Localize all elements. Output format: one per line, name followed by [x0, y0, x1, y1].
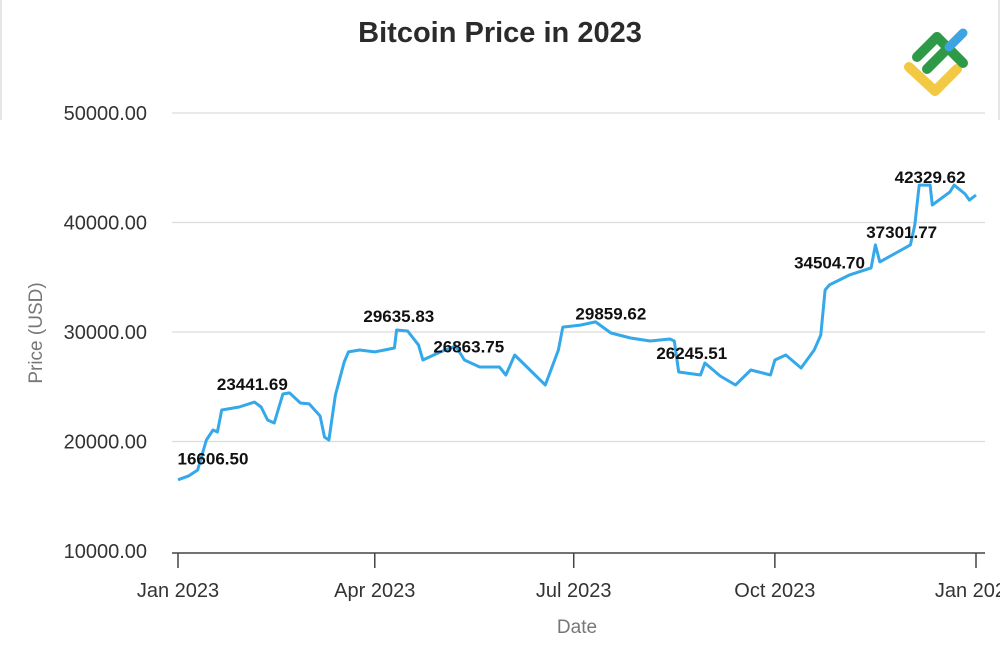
x-axis-label: Date [557, 617, 597, 638]
data-label: 26245.51 [656, 344, 727, 363]
price-line [177, 183, 977, 482]
chart-title: Bitcoin Price in 2023 [358, 17, 642, 49]
logo-icon [904, 28, 968, 96]
x-tick-label: Jan 2023 [137, 580, 219, 602]
x-tick-label: Jan 2024 [935, 580, 1000, 602]
data-label: 34504.70 [794, 254, 865, 273]
data-label: 23441.69 [217, 375, 288, 394]
data-label: 29859.62 [575, 305, 646, 324]
x-tick-label: Jul 2023 [536, 580, 612, 602]
y-axis-label: Price (USD) [26, 282, 47, 383]
data-label: 29635.83 [363, 307, 434, 326]
data-label: 42329.62 [895, 168, 966, 187]
y-tick-label: 20000.00 [64, 432, 147, 454]
y-tick-label: 10000.00 [64, 541, 147, 563]
data-label: 16606.50 [178, 450, 249, 469]
data-label: 26863.75 [433, 337, 504, 356]
y-tick-label: 30000.00 [64, 322, 147, 344]
y-tick-label: 50000.00 [64, 103, 147, 125]
x-tick-label: Oct 2023 [734, 580, 815, 602]
x-tick-label: Apr 2023 [334, 580, 415, 602]
data-label: 37301.77 [866, 223, 937, 242]
y-tick-label: 40000.00 [64, 213, 147, 235]
